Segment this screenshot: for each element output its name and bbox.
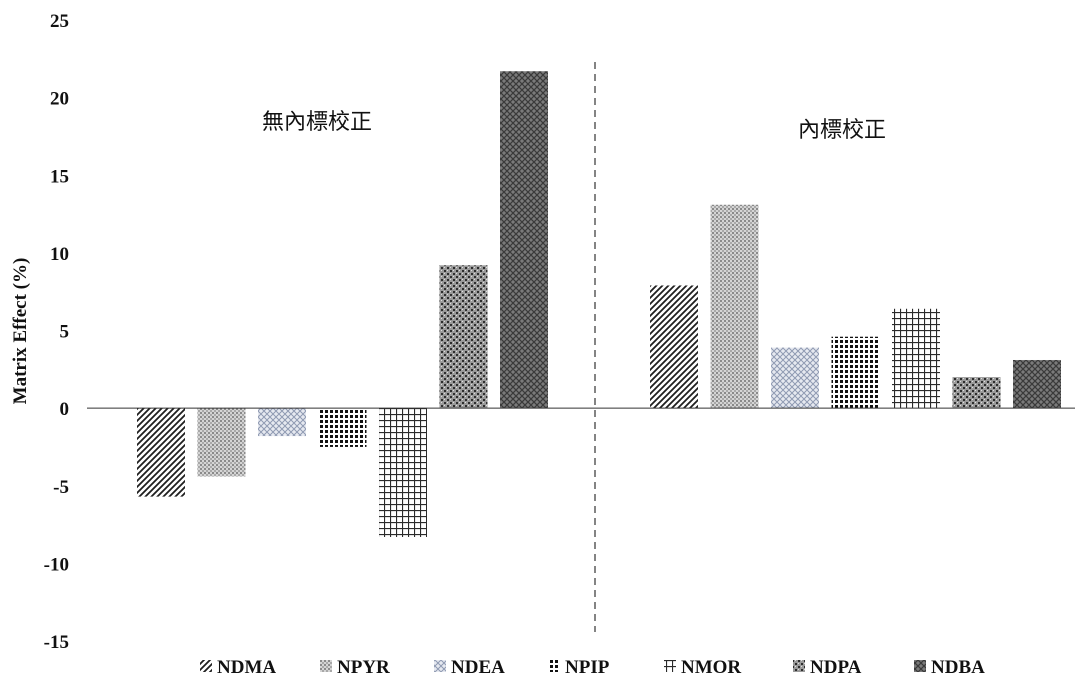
y-tick-label: -15 bbox=[44, 632, 69, 653]
y-tick-label: 20 bbox=[50, 89, 69, 110]
y-tick-label: 0 bbox=[60, 399, 70, 420]
bar-ndea-group-1 bbox=[258, 408, 306, 437]
y-axis-title: Matrix Effect (%) bbox=[10, 258, 31, 405]
legend-swatch-nmor bbox=[664, 660, 676, 672]
group-label-with-internal-standard: 內標校正 bbox=[798, 117, 886, 142]
y-axis-ticks: 25 20 15 10 5 0 -5 -10 -15 bbox=[44, 11, 69, 653]
bar-ndma-group-2 bbox=[650, 285, 698, 409]
legend-swatch-ndba bbox=[914, 660, 926, 672]
legend-label-ndba: NDBA bbox=[931, 657, 985, 678]
y-tick-label: 5 bbox=[60, 322, 70, 343]
legend-label-ndea: NDEA bbox=[451, 657, 505, 678]
legend-label-ndpa: NDPA bbox=[810, 657, 862, 678]
y-tick-label: 25 bbox=[50, 11, 69, 32]
y-tick-label: 15 bbox=[50, 166, 69, 187]
bar-npip-group-2 bbox=[831, 336, 880, 409]
bar-ndpa-group-2 bbox=[952, 377, 1001, 409]
legend-label-npip: NPIP bbox=[565, 657, 610, 678]
legend-swatch-ndpa bbox=[793, 660, 805, 672]
y-tick-label: -10 bbox=[44, 554, 69, 575]
legend-swatch-ndma bbox=[200, 660, 212, 672]
bar-ndpa-group-1 bbox=[439, 265, 488, 409]
bar-nmor-group-1 bbox=[379, 408, 427, 537]
bar-npip-group-1 bbox=[318, 408, 367, 447]
bar-ndea-group-2 bbox=[771, 347, 819, 409]
y-tick-label: -5 bbox=[53, 477, 69, 498]
legend-swatch-npyr bbox=[320, 660, 332, 672]
y-tick-label: 10 bbox=[50, 244, 69, 265]
bar-npyr-group-1 bbox=[197, 408, 246, 477]
bar-npyr-group-2 bbox=[710, 204, 759, 409]
legend-label-ndma: NDMA bbox=[217, 657, 276, 678]
bar-marks bbox=[137, 71, 1061, 537]
bar-nmor-group-2 bbox=[892, 308, 940, 409]
legend: NDMA NPYR NDEA NPIP NMOR NDPA NDBA bbox=[200, 657, 985, 678]
legend-swatch-ndea bbox=[434, 660, 446, 672]
bar-ndma-group-1 bbox=[137, 408, 185, 497]
bar-ndba-group-2 bbox=[1013, 359, 1061, 409]
legend-swatch-npip bbox=[548, 660, 560, 672]
bar-ndba-group-1 bbox=[500, 71, 548, 409]
legend-label-npyr: NPYR bbox=[337, 657, 390, 678]
legend-label-nmor: NMOR bbox=[681, 657, 741, 678]
group-label-without-internal-standard: 無內標校正 bbox=[262, 109, 372, 134]
